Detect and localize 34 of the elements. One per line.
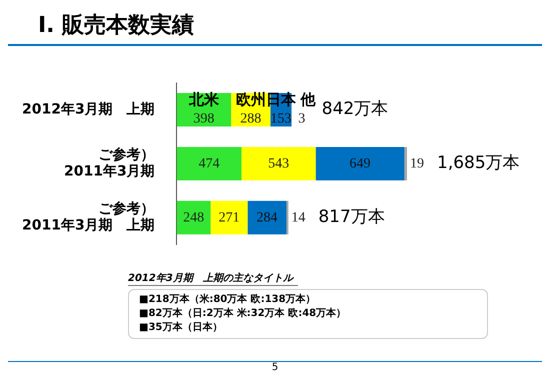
data-label: 14: [291, 210, 306, 226]
bar: [404, 146, 407, 180]
bar: [210, 200, 248, 234]
data-label: 543: [268, 156, 290, 172]
y-tick-label: ご参考） 2011年3月期: [64, 146, 155, 180]
total-label: 842万本: [322, 99, 388, 120]
series-label: 欧州: [236, 90, 266, 109]
bar: [316, 146, 404, 180]
text: ■218万本（米:80万本 欧:138万本）: [139, 293, 317, 307]
series-label: 北米: [188, 90, 220, 109]
y-tick-label: 2012年3月期 上期: [22, 101, 155, 118]
text: ■82万本（日:2万本 米:32万本 欧:48万本）: [139, 307, 348, 321]
bar: [176, 200, 211, 234]
chart-title: Ⅰ. 販売本数実績: [8, 8, 542, 46]
bar: [241, 146, 316, 180]
data-label: 288: [240, 111, 262, 126]
total-label: 1,685万本: [437, 153, 520, 174]
data-label: 19: [410, 156, 424, 172]
data-label: 3: [298, 111, 306, 126]
data-label: 284: [256, 210, 278, 226]
total-label: 817万本: [318, 207, 385, 228]
data-label: 248: [183, 210, 204, 226]
text: ■35万本（日本）: [139, 321, 224, 335]
data-label: 271: [218, 210, 240, 226]
bar: [248, 200, 286, 234]
bar: [176, 146, 242, 180]
data-label: 649: [350, 156, 371, 172]
y-tick-label: ご参考） 2011年3月期 上期: [22, 200, 155, 234]
data-label: 153: [270, 111, 292, 126]
data-label: 398: [193, 111, 214, 126]
text: 5: [8, 361, 542, 373]
data-label: 474: [198, 156, 220, 172]
text: 2012年3月期 上期の主なタイトル: [128, 271, 298, 286]
series-label: 他: [299, 90, 316, 109]
